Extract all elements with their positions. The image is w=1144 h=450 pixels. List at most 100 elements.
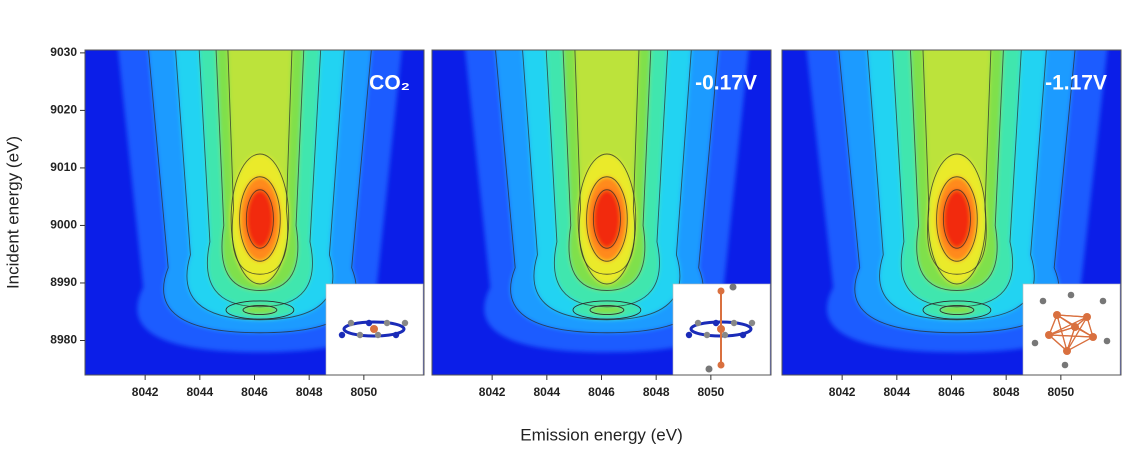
contour-lines: [495, 50, 719, 334]
atom: [1031, 339, 1039, 347]
x-tick-label: 8046: [588, 385, 615, 399]
bond: [1066, 336, 1094, 352]
panel-label: CO₂: [369, 72, 410, 95]
atom: [739, 331, 747, 339]
contour-line: [922, 300, 992, 320]
contour-level: [943, 189, 971, 249]
bond: [1048, 316, 1088, 336]
bond: [1048, 334, 1094, 338]
contour-lines: [838, 50, 1076, 334]
atom: [1063, 347, 1071, 355]
atom: [705, 365, 713, 373]
atom: [730, 319, 738, 327]
x-tick-label: 8048: [993, 385, 1020, 399]
x-tick-label: 8046: [241, 385, 268, 399]
contour-line: [927, 153, 987, 285]
contour-line: [239, 176, 281, 262]
contour-level: [242, 305, 277, 315]
x-tick-label: 8046: [938, 385, 965, 399]
contour-line: [225, 300, 295, 320]
atom: [370, 325, 378, 333]
contour-line: [589, 305, 625, 316]
contour-level: [939, 305, 974, 315]
x-axis-title: Emission energy (eV): [520, 425, 683, 444]
bond: [1066, 326, 1076, 352]
atom: [717, 361, 725, 369]
x-tick-label: 8050: [351, 385, 378, 399]
atom: [712, 319, 720, 327]
molecule-ring: [342, 320, 406, 338]
atom: [365, 319, 373, 327]
contour-map: [432, 50, 771, 375]
contour-line: [572, 300, 642, 320]
contour-line: [522, 50, 692, 321]
y-tick-label: 9020: [50, 103, 77, 117]
contour-level: [589, 305, 624, 315]
contour-line: [939, 305, 975, 316]
contour-line: [215, 50, 305, 291]
atom: [703, 331, 711, 339]
atom: [1089, 333, 1097, 341]
contour-line: [245, 189, 274, 249]
x-tick-label: 8042: [479, 385, 506, 399]
bond: [1056, 314, 1088, 318]
contour-map: [782, 50, 1121, 375]
x-tick-label: 8044: [533, 385, 560, 399]
contour-line: [562, 50, 652, 291]
atom: [338, 331, 346, 339]
atom: [392, 331, 400, 339]
atom: [1083, 313, 1091, 321]
atom: [1045, 331, 1053, 339]
contour-line: [867, 50, 1047, 321]
y-tick-label: 9010: [50, 160, 77, 174]
atom: [729, 283, 737, 291]
atom: [1053, 311, 1061, 319]
contour-fill: [806, 50, 1108, 353]
contour-line: [545, 50, 669, 308]
x-tick-label: 8050: [1048, 385, 1075, 399]
x-tick-label: 8042: [829, 385, 856, 399]
y-tick-label: 8990: [50, 275, 77, 289]
contour-line: [892, 50, 1022, 308]
contour-line: [242, 305, 278, 316]
atom: [1099, 297, 1107, 305]
atom: [717, 287, 725, 295]
panel-label: -0.17V: [695, 72, 757, 95]
atom: [1067, 291, 1075, 299]
contour-lines: [148, 50, 372, 334]
x-tick-label: 8042: [132, 385, 159, 399]
contour-fill: [465, 50, 749, 353]
x-tick-label: 8050: [698, 385, 725, 399]
x-tick-label: 8044: [186, 385, 213, 399]
atom: [721, 331, 729, 339]
atom: [401, 319, 409, 327]
contour-line: [586, 176, 628, 262]
y-tick-label: 9030: [50, 45, 77, 59]
x-tick-label: 8048: [296, 385, 323, 399]
contour-fill: [118, 50, 402, 353]
contour-line: [577, 153, 637, 285]
contour-line: [942, 189, 971, 249]
y-tick-label: 9000: [50, 218, 77, 232]
contour-line: [230, 153, 290, 285]
bond: [1056, 314, 1068, 352]
contour-line: [198, 50, 322, 308]
contour-line: [922, 50, 992, 275]
atom: [1071, 323, 1079, 331]
atom: [383, 319, 391, 327]
atom: [356, 331, 364, 339]
bond: [1048, 326, 1076, 336]
atom: [685, 331, 693, 339]
x-tick-label: 8044: [883, 385, 910, 399]
contour-map: [85, 50, 424, 375]
atom: [374, 331, 382, 339]
atom: [347, 319, 355, 327]
atom: [694, 319, 702, 327]
panel-label: -1.17V: [1045, 72, 1107, 95]
contour-level: [246, 189, 274, 249]
y-axis-title: Incident energy (eV): [3, 136, 22, 289]
contour-line: [936, 176, 978, 262]
contour-line: [909, 50, 1004, 291]
atom: [1039, 297, 1047, 305]
